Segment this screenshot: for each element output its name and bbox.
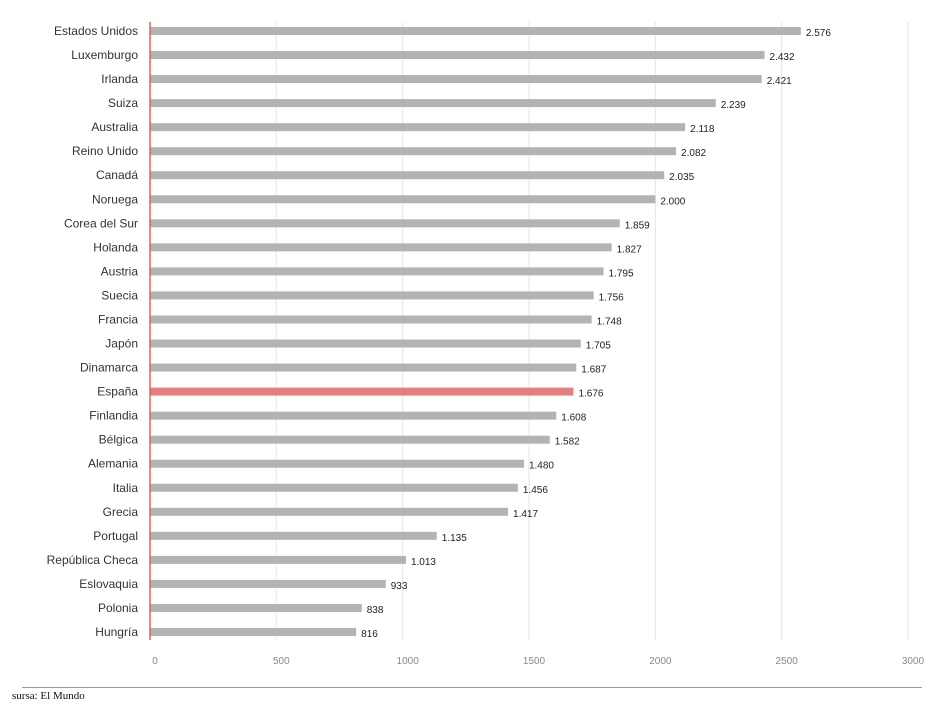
category-label: Dinamarca [80,361,138,375]
value-label: 1.687 [581,365,606,376]
bar [150,339,581,348]
category-label: Suiza [108,96,138,110]
bar [150,603,362,612]
bar [150,628,357,636]
category-label: Reino Unido [72,144,138,158]
value-label: 1.756 [599,292,624,303]
value-label: 816 [361,629,378,640]
bar [150,219,620,228]
value-label: 1.013 [411,557,436,568]
bar [150,27,801,35]
bar [150,435,550,444]
bar [150,531,437,540]
bar [150,483,518,492]
value-label: 1.748 [597,316,622,327]
value-label: 1.608 [561,413,586,424]
category-label: Finlandia [89,409,138,423]
category-label: Japón [105,337,138,351]
bar [150,555,406,564]
x-tick-label: 2000 [649,656,672,667]
value-label: 2.118 [690,124,715,135]
bar [150,387,574,396]
category-label: Estados Unidos [54,24,138,38]
value-label: 2.239 [721,100,746,111]
value-label: 2.082 [681,148,706,159]
bar [150,195,656,204]
category-label: Irlanda [101,72,138,86]
value-label: 1.676 [578,389,603,400]
value-label: 2.035 [669,172,694,183]
bars [150,27,801,636]
category-label: Luxemburgo [71,48,138,62]
category-label: Holanda [93,240,138,254]
bar [150,363,577,372]
value-label: 2.432 [769,52,794,63]
bar [150,147,677,156]
source-divider [22,687,922,688]
bar [150,99,716,108]
category-label: Canadá [96,168,138,182]
category-label: Noruega [92,192,138,206]
category-label: Hungría [95,625,138,639]
bar [150,123,686,132]
category-label: Australia [91,120,138,134]
bar [150,579,386,588]
value-label: 1.417 [513,509,538,520]
value-label: 2.000 [660,196,685,207]
bar [150,315,592,324]
value-labels: 2.576 2.432 2.421 2.239 2.118 2.082 2.035 2.000… [361,28,831,640]
category-label: Suecia [101,288,138,302]
value-label: 1.135 [442,533,467,544]
bar-chart: Estados Unidos Luxemburgo Irlanda Suiza Aust… [47,22,925,667]
category-label: Italia [113,481,139,495]
x-tick-label: 3000 [902,656,925,667]
bar [150,243,612,252]
value-label: 1.480 [529,461,554,472]
x-tick-label: 1000 [397,656,420,667]
value-label: 1.827 [617,244,642,255]
category-label: Eslovaquia [79,577,138,591]
category-label: Corea del Sur [64,216,138,230]
category-label: Francia [98,312,138,326]
x-tick-label: 0 [152,656,158,667]
bar [150,507,509,516]
x-tick-labels: 0 500 1000 1500 2000 2500 3000 [152,656,924,667]
category-label: Alemania [88,457,138,471]
category-labels: Estados Unidos Luxemburgo Irlanda Suiza Aust… [47,24,139,639]
category-label: Austria [101,264,139,278]
bar [150,75,762,84]
source-note: sursa: El Mundo [12,690,85,702]
category-label: Portugal [93,529,138,543]
bar [150,51,765,60]
category-label: España [97,385,138,399]
x-tick-label: 1500 [523,656,546,667]
bar [150,459,524,468]
bar [150,291,594,300]
category-label: República Checa [47,553,139,567]
value-label: 933 [391,581,408,592]
category-label: Grecia [103,505,139,519]
x-tick-label: 500 [273,656,290,667]
category-label: Polonia [98,601,138,615]
value-label: 1.456 [523,485,548,496]
value-label: 1.795 [609,268,634,279]
value-label: 1.859 [625,220,650,231]
value-label: 2.421 [767,76,792,87]
gridlines [275,22,909,640]
bar [150,267,604,276]
x-tick-label: 2500 [776,656,799,667]
value-label: 838 [367,605,384,616]
bar [150,171,665,180]
value-label: 1.582 [555,437,580,448]
value-label: 1.705 [586,341,611,352]
bar [150,411,557,420]
category-label: Bélgica [99,433,139,447]
value-label: 2.576 [806,28,831,39]
